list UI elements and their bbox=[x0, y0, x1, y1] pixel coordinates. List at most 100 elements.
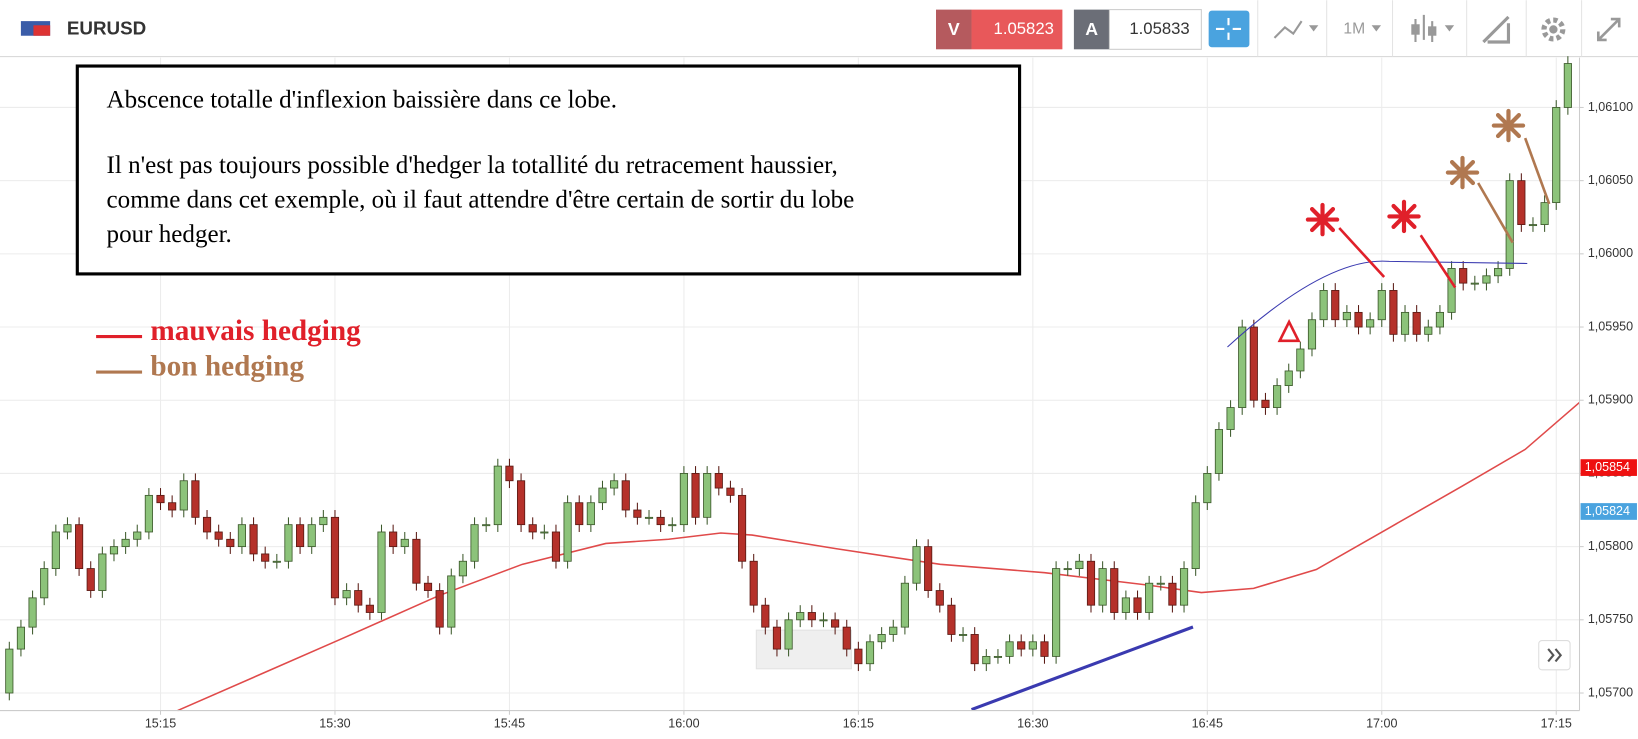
buy-price[interactable]: 1.05833 bbox=[1129, 19, 1189, 38]
candle-body bbox=[493, 465, 502, 526]
candle-body bbox=[389, 531, 398, 548]
candle-body bbox=[1377, 290, 1386, 321]
sell-price[interactable]: 1.05823 bbox=[994, 19, 1054, 38]
candle-body bbox=[807, 612, 816, 621]
candle-body bbox=[551, 531, 561, 562]
candle-body bbox=[342, 590, 351, 599]
x-tick-label: 15:45 bbox=[494, 716, 525, 730]
chart-type-icon[interactable] bbox=[1273, 20, 1303, 39]
settings-icon bbox=[1549, 25, 1558, 34]
toolbar: EURUSD V 1.05823 A 1.05833 1M bbox=[0, 0, 1638, 58]
candle-body bbox=[598, 487, 607, 504]
lobe-curve bbox=[1227, 260, 1528, 348]
candle-body bbox=[796, 612, 805, 621]
candle-body bbox=[98, 553, 107, 591]
sell-button[interactable] bbox=[936, 9, 972, 50]
candle-body bbox=[947, 604, 956, 635]
price-tag-label: 1,05854 bbox=[1585, 460, 1630, 474]
candle-body bbox=[237, 524, 247, 548]
legend: mauvais hedging bon hedging bbox=[96, 315, 361, 383]
candle-body bbox=[1284, 370, 1293, 387]
candle-body bbox=[1052, 568, 1061, 657]
candle-body bbox=[1261, 399, 1270, 408]
price-tag bbox=[1580, 503, 1637, 520]
candle-body bbox=[249, 524, 258, 555]
price-tag-label: 1,05824 bbox=[1585, 504, 1630, 518]
bad-hedging-line bbox=[1419, 234, 1457, 289]
crosshair-icon bbox=[1215, 17, 1242, 40]
candle-body bbox=[1040, 641, 1049, 657]
grid bbox=[0, 57, 1580, 711]
candle-body bbox=[377, 531, 386, 613]
triangle-marker bbox=[1277, 319, 1301, 343]
legend-label: bon hedging bbox=[150, 351, 304, 383]
candle-body bbox=[1249, 326, 1258, 401]
x-tick-label: 16:15 bbox=[843, 716, 874, 730]
buy-label[interactable]: A bbox=[1085, 19, 1098, 39]
candle-body bbox=[842, 626, 851, 650]
asterisk-icon bbox=[1445, 108, 1526, 190]
candle-body bbox=[109, 546, 119, 555]
candle-body bbox=[610, 480, 619, 489]
candle-body bbox=[86, 568, 95, 591]
candle-body bbox=[1063, 568, 1072, 571]
candle-body bbox=[1296, 348, 1305, 372]
axes: 1,057001,057501,058001,058501,059001,059… bbox=[0, 57, 1637, 730]
price-tag bbox=[1580, 459, 1637, 476]
buy-price-box[interactable] bbox=[1108, 9, 1202, 50]
candle-body bbox=[423, 582, 433, 591]
x-tick-label: 16:00 bbox=[668, 716, 699, 730]
candle-body bbox=[575, 502, 584, 526]
candle-body bbox=[656, 516, 665, 526]
candle-body bbox=[691, 473, 700, 518]
drawing-icon[interactable] bbox=[1482, 15, 1511, 44]
sell-label[interactable]: V bbox=[948, 19, 960, 39]
candle-body bbox=[133, 531, 142, 540]
note-line: Abscence totalle d'inflexion baissière d… bbox=[107, 86, 617, 113]
fullscreen-icon[interactable] bbox=[1596, 17, 1621, 42]
candle-body bbox=[168, 502, 177, 511]
candle-body bbox=[412, 538, 421, 584]
candle-body bbox=[1342, 311, 1351, 321]
good-hedging-line bbox=[1477, 182, 1514, 244]
candle-body bbox=[737, 494, 747, 562]
candle-body bbox=[1098, 568, 1107, 606]
candle-body bbox=[668, 524, 677, 527]
candle-body bbox=[912, 546, 921, 584]
candle-body bbox=[1179, 568, 1189, 606]
candle-body bbox=[1482, 275, 1491, 284]
candle-body bbox=[1424, 326, 1433, 335]
sell-price-box[interactable] bbox=[971, 9, 1063, 50]
settings-icon[interactable] bbox=[1541, 17, 1566, 42]
timeframe[interactable]: 1M bbox=[1343, 21, 1365, 38]
candle-body bbox=[40, 568, 49, 599]
candle-body bbox=[307, 524, 316, 548]
candle-body bbox=[1156, 582, 1165, 585]
x-tick-label: 15:30 bbox=[319, 716, 350, 730]
candle-body bbox=[435, 590, 444, 628]
candle-body bbox=[179, 480, 188, 511]
candle-body bbox=[1145, 582, 1154, 613]
x-tick-label: 17:00 bbox=[1366, 716, 1397, 730]
y-tick-label: 1,05900 bbox=[1588, 393, 1633, 407]
note-line: pour hedger. bbox=[107, 221, 232, 248]
candle-body bbox=[1307, 319, 1317, 350]
candle-body bbox=[75, 524, 84, 569]
candle-body bbox=[993, 655, 1003, 658]
crosshair-button[interactable] bbox=[1208, 10, 1250, 48]
symbol[interactable]: EURUSD bbox=[67, 17, 146, 38]
scroll-icon bbox=[1547, 648, 1563, 663]
candle-body bbox=[586, 502, 595, 526]
candle-body bbox=[28, 597, 37, 628]
candle-body bbox=[935, 590, 944, 606]
candle-body bbox=[354, 590, 363, 606]
buy-button[interactable] bbox=[1073, 9, 1110, 50]
x-tick-label: 16:30 bbox=[1017, 716, 1048, 730]
candle-body bbox=[1121, 597, 1130, 613]
candle-icon bbox=[1428, 26, 1437, 36]
trend-line bbox=[970, 625, 1194, 711]
candle-body bbox=[644, 516, 654, 519]
note-line: comme dans cet exemple, où il faut atten… bbox=[107, 187, 855, 214]
